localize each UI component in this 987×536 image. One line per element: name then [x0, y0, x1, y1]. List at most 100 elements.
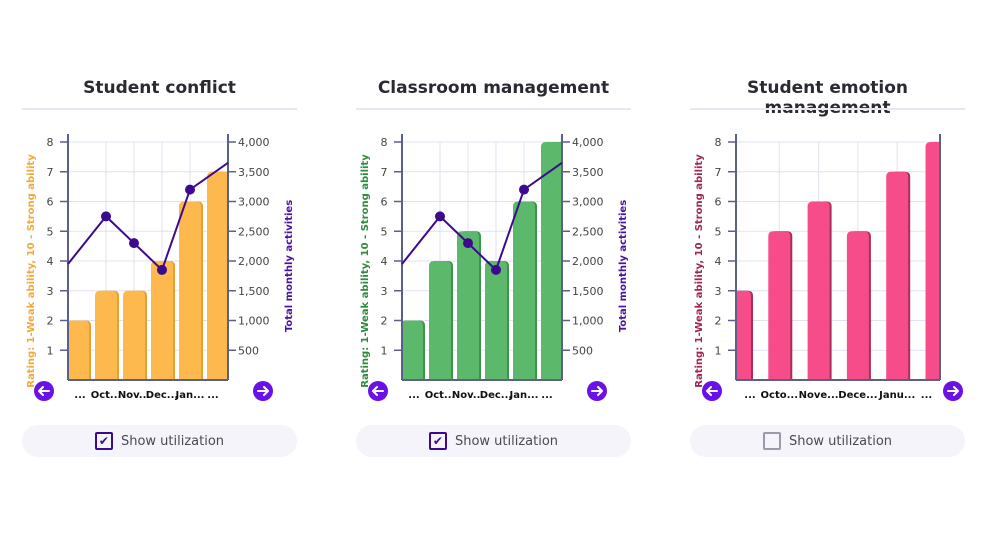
chart-panel-student-emotion-management: Student emotion management 1 2 3 4 5 6 7 8 Ratin… — [690, 0, 965, 536]
y-tick-label: 6 — [381, 196, 388, 209]
y-tick-label: 5 — [381, 225, 388, 238]
y-tick-label: 3 — [381, 285, 388, 298]
checkbox-checked-icon[interactable]: ✔ — [428, 432, 447, 450]
arrow-right-icon — [591, 386, 603, 396]
y2-tick-label: 4,000 — [238, 136, 270, 149]
previous-button[interactable] — [368, 381, 388, 401]
x-tick-label: Dec... — [480, 390, 512, 401]
utilization-point[interactable] — [435, 211, 445, 222]
arrow-right-icon — [947, 386, 959, 396]
y2-tick-label: 3,000 — [572, 196, 604, 209]
y-axis-label: Rating: 1-Weak ability, 10 - Strong abil… — [694, 154, 705, 388]
bars — [401, 142, 563, 381]
bar-...[interactable] — [541, 142, 563, 380]
utilization-point[interactable] — [185, 184, 195, 195]
y-tick-label: 8 — [715, 136, 722, 149]
utilization-point[interactable] — [101, 211, 111, 222]
bar-Janu...[interactable] — [886, 171, 909, 380]
bars — [67, 171, 229, 381]
bar-Octo...[interactable] — [768, 231, 791, 380]
y-tick-label: 1 — [381, 344, 388, 357]
bar-Dec...[interactable] — [485, 261, 507, 380]
y-axis-label: Rating: 1-Weak ability, 10 - Strong abil… — [26, 154, 37, 388]
title-divider — [22, 108, 297, 110]
y2-tick-label: 4,000 — [572, 136, 604, 149]
chart-svg: 1 2 3 4 5 6 7 8 Rating: 1-Weak ability, 10 - Str… — [360, 134, 629, 401]
bar-Nov...[interactable] — [123, 290, 145, 380]
bar-Nov...[interactable] — [457, 231, 479, 380]
x-tick-label: Oct... — [91, 390, 122, 401]
chart-svg: 1 2 3 4 5 6 7 8 Rating: 1-Weak ability, 10 - Str… — [694, 134, 963, 401]
bar-Jan...[interactable] — [513, 201, 535, 381]
arrow-left-icon — [372, 386, 384, 396]
utilization-point[interactable] — [519, 184, 529, 195]
x-tick-label: Nov... — [118, 390, 150, 401]
y-tick-label: 7 — [381, 166, 388, 179]
y-tick-label: 7 — [715, 166, 722, 179]
checkbox-unchecked-icon[interactable] — [762, 432, 781, 450]
x-tick-label: Jan... — [509, 390, 539, 401]
y-tick-label: 8 — [47, 136, 54, 149]
next-button[interactable] — [587, 381, 607, 401]
y-tick-label: 6 — [47, 196, 54, 209]
bar-Jan...[interactable] — [179, 201, 201, 381]
show-utilization-label: Show utilization — [454, 433, 559, 449]
title-divider — [690, 108, 965, 110]
previous-button[interactable] — [34, 381, 54, 401]
next-button[interactable] — [943, 381, 963, 401]
y2-tick-label: 3,500 — [572, 166, 604, 179]
y-tick-label: 8 — [381, 136, 388, 149]
utilization-point[interactable] — [491, 264, 501, 275]
bar-Oct...[interactable] — [429, 261, 451, 380]
x-tick-label: Jan... — [175, 390, 205, 401]
arrow-right-icon — [257, 386, 269, 396]
y2-tick-label: 3,500 — [238, 166, 270, 179]
y-axis-label: Rating: 1-Weak ability, 10 - Strong abil… — [360, 154, 371, 388]
y2-axis-label: Total monthly activities — [284, 200, 295, 332]
bar-Nove...[interactable] — [807, 201, 830, 381]
checkbox-checked-icon[interactable]: ✔ — [94, 432, 113, 450]
previous-button[interactable] — [702, 381, 722, 401]
bar-Oct...[interactable] — [95, 290, 117, 380]
bar-Dec...[interactable] — [151, 261, 173, 380]
x-tick-label: ... — [541, 390, 552, 401]
y-tick-label: 6 — [715, 196, 722, 209]
x-tick-label: Dec... — [146, 390, 178, 401]
chart-title: Student conflict — [83, 78, 236, 98]
bars — [729, 142, 948, 381]
show-utilization-label: Show utilization — [788, 433, 893, 449]
bar-...[interactable] — [925, 142, 948, 380]
utilization-line — [401, 162, 563, 272]
bar-...[interactable] — [401, 320, 423, 381]
y-tick-label: 1 — [715, 344, 722, 357]
next-button[interactable] — [253, 381, 273, 401]
y2-tick-label: 1,500 — [238, 285, 270, 298]
x-tick-label: Nove... — [799, 390, 839, 401]
y-tick-label: 4 — [47, 255, 54, 268]
utilization-point[interactable] — [463, 238, 473, 249]
y2-tick-label: 2,500 — [572, 225, 604, 238]
y2-tick-label: 500 — [238, 344, 259, 357]
y2-tick-label: 2,000 — [238, 255, 270, 268]
x-tick-label: Oct... — [425, 390, 456, 401]
y-tick-label: 4 — [715, 255, 722, 268]
y-tick-label: 1 — [47, 344, 54, 357]
utilization-point[interactable] — [157, 264, 167, 275]
show-utilization-toggle[interactable]: ✔ Show utilization — [22, 425, 297, 457]
y2-tick-label: 3,000 — [238, 196, 270, 209]
x-tick-label: Janu... — [878, 390, 915, 401]
utilization-point[interactable] — [129, 238, 139, 249]
x-tick-label: Nov... — [452, 390, 484, 401]
bar-...[interactable] — [729, 290, 751, 380]
x-tick-label: ... — [921, 390, 932, 401]
show-utilization-toggle[interactable]: Show utilization — [690, 425, 965, 457]
bar-...[interactable] — [67, 320, 89, 381]
chart-title: Student emotion management — [747, 78, 908, 118]
show-utilization-toggle[interactable]: ✔ Show utilization — [356, 425, 631, 457]
y-tick-label: 7 — [47, 166, 54, 179]
bar-...[interactable] — [207, 171, 229, 380]
y2-tick-label: 1,500 — [572, 285, 604, 298]
x-tick-label: ... — [74, 390, 85, 401]
bar-Dece...[interactable] — [846, 231, 869, 380]
